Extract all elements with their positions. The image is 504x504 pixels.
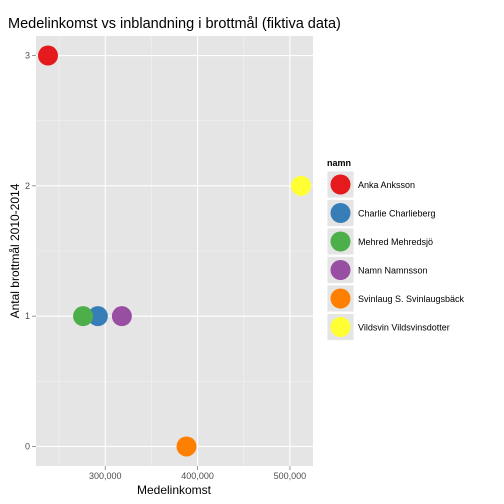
x-tick-label: 300,000: [89, 471, 122, 481]
y-tick-label: 0: [25, 441, 30, 451]
legend-marker: [330, 231, 351, 252]
legend-label: Namn Namnsson: [358, 266, 428, 276]
legend-marker: [330, 317, 351, 337]
legend-marker: [330, 260, 351, 280]
legend-marker: [330, 203, 351, 223]
x-axis: 300,000 400,000 500,000: [89, 466, 306, 481]
legend-label: Mehred Mehredsjö: [358, 237, 433, 247]
legend-label: Anka Anksson: [358, 180, 415, 190]
legend-title: namn: [327, 158, 351, 168]
legend-marker: [330, 288, 351, 309]
y-axis: 0 1 2 3: [25, 51, 36, 451]
legend-marker: [330, 174, 351, 195]
legend: namn Anka Anksson Charlie Charlieberg Mehr…: [326, 158, 465, 341]
legend-label: Charlie Charlieberg: [358, 209, 436, 219]
data-point: [87, 306, 108, 327]
y-tick-label: 2: [25, 181, 30, 191]
data-point: [111, 306, 132, 327]
grid-lines: [36, 36, 313, 466]
x-tick-label: 400,000: [181, 471, 214, 481]
y-axis-title: Antal brottmål 2010-2014: [8, 183, 22, 318]
y-tick-label: 1: [25, 311, 30, 321]
data-point: [38, 45, 59, 66]
x-tick-label: 500,000: [274, 471, 307, 481]
data-point: [73, 306, 94, 327]
chart-title: Medelinkomst vs inblandning i brottmål (…: [8, 16, 341, 32]
legend-label: Svinlaug S. Svinlaugsbäck: [358, 294, 465, 304]
data-points: [38, 45, 311, 457]
legend-label: Vildsvin Vildsvinsdotter: [358, 323, 450, 333]
data-point: [290, 175, 311, 196]
y-tick-label: 3: [25, 51, 30, 61]
data-point: [176, 436, 197, 457]
x-axis-title: Medelinkomst: [137, 483, 212, 497]
